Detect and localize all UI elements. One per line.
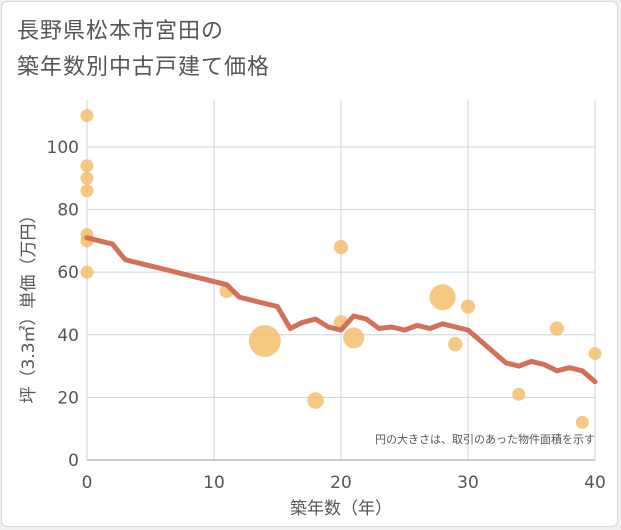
y-tick-labels: 0 20 40 60 80 100	[47, 138, 79, 471]
bubble-point	[429, 284, 456, 311]
y-tick-label: 80	[57, 201, 79, 221]
y-tick-label: 100	[47, 138, 79, 158]
x-tick-label: 20	[330, 473, 352, 493]
trend-line	[84, 235, 598, 385]
bubble-point	[512, 387, 526, 401]
x-axis-label: 築年数（年）	[290, 499, 392, 519]
x-tick-label: 40	[584, 473, 606, 493]
bubble-point	[80, 184, 94, 198]
y-tick-label: 0	[68, 451, 79, 471]
bubble-size-note: 円の大きさは、取引のあった物件面積を示す	[375, 432, 595, 446]
x-tick-label: 0	[82, 473, 93, 493]
bubble-point	[549, 321, 565, 336]
chart-title-line2: 築年数別中古戸建て価格	[17, 55, 271, 80]
bubble-point	[343, 327, 365, 349]
bubble-point	[80, 265, 94, 279]
chart-title-line1: 長野県松本市宮田の	[17, 19, 225, 44]
bubble-series	[80, 109, 602, 429]
y-tick-label: 20	[57, 388, 79, 408]
bubble-point	[333, 240, 349, 255]
bubble-point	[80, 171, 94, 185]
bubble-point	[248, 325, 281, 357]
bubble-point	[575, 415, 589, 429]
grid-lines	[86, 100, 596, 461]
x-tick-label: 10	[203, 473, 225, 493]
y-tick-label: 60	[57, 263, 79, 283]
bubble-point	[307, 392, 324, 409]
bubble-point	[80, 159, 94, 173]
y-tick-label: 40	[57, 326, 79, 346]
bubble-point	[588, 347, 602, 361]
trend-line-series	[84, 235, 598, 385]
bubble-point	[460, 299, 476, 314]
bubble-point	[80, 109, 94, 123]
x-tick-label: 30	[457, 473, 479, 493]
x-tick-labels: 0 10 20 30 40	[82, 473, 606, 493]
y-axis-label: 坪（3.3㎡）単価（万円）	[19, 206, 39, 403]
bubble-point	[448, 337, 463, 352]
chart-title: 長野県松本市宮田の 築年数別中古戸建て価格	[17, 14, 270, 86]
